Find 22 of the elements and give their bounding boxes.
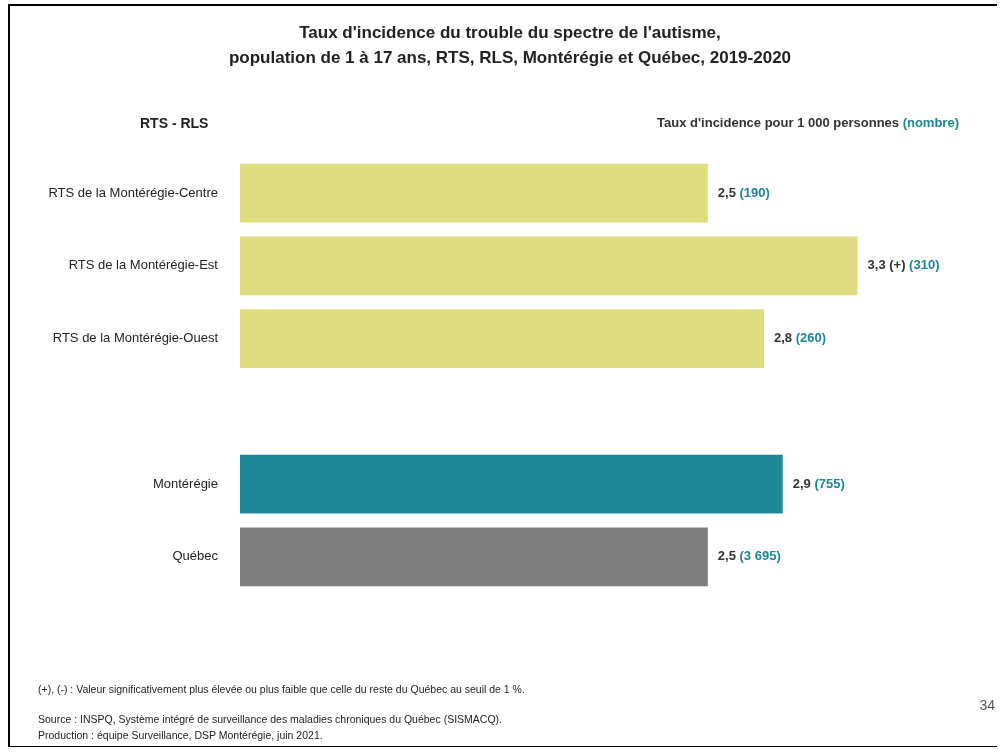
y-tick-label: Montérégie [152,475,218,491]
bar [240,454,783,514]
data-label: 3,3 (+) (310) [867,257,940,273]
y-tick-label: RTS de la Montérégie-Centre [48,184,218,200]
y-tick-label: Québec [172,548,219,564]
bar [240,236,858,296]
y-tick-label: RTS de la Montérégie-Est [68,257,219,273]
bar [240,309,764,369]
bar [240,163,708,223]
x-axis-title: Taux d'incidence pour 1 000 personnes (nombre) [657,115,959,130]
data-label: 2,9 (755) [792,475,845,491]
text: Production : équipe Surveillance, DSP Montérégie, juin 2021. [38,729,323,741]
text: (+), (-) : Valeur significativement plus élevée ou plus faible que celle du reste du Québec au seuil de 1 %. [38,683,525,695]
y-axis-title: RTS - RLS [140,115,209,131]
data-label: 2,5 (3 695) [717,548,781,564]
chart-title: Taux d'incidence du trouble du spectre de l'autisme, population de 1 à 17 ans, RTS, RLS, Montérégie et Québec, 2019-2020 [227,22,793,69]
y-tick-label: RTS de la Montérégie-Ouest [52,330,219,346]
bar [240,527,708,587]
data-label: 2,5 (190) [717,184,770,200]
text: 34 [979,697,995,713]
data-label: 2,8 (260) [774,330,827,346]
source-note: Source : INSPQ, Système intégré de surveillance des maladies chroniques du Québec (SISMACQ). [38,713,502,725]
